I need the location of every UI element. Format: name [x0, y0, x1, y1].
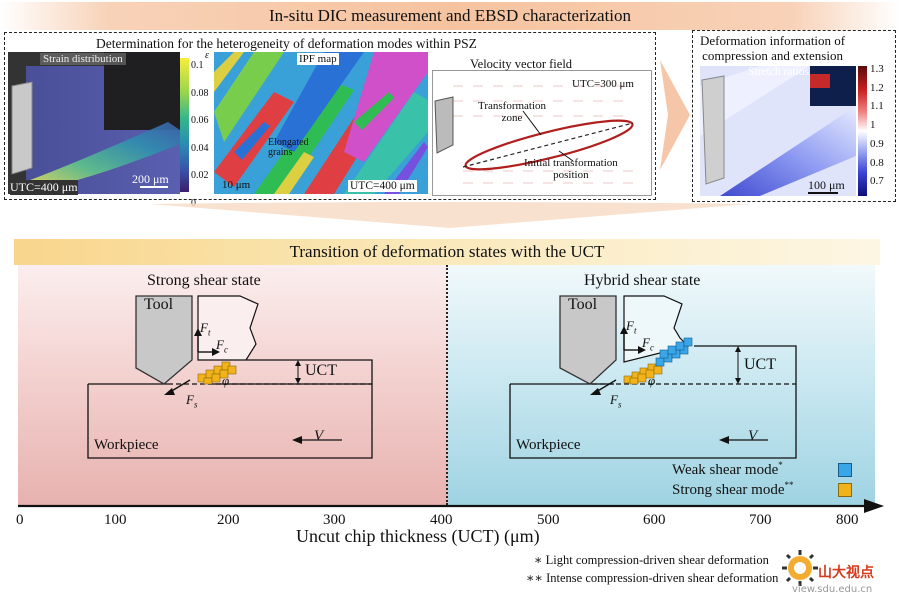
strain-tick: 0.04 [191, 142, 209, 154]
strain-scale-bar [140, 186, 168, 188]
strain-tick: 0.02 [191, 170, 209, 181]
strong-phi-label: φ [222, 373, 230, 388]
strain-colorbar-ticks: 0.1 0.08 0.06 0.04 0.02 0 [191, 52, 209, 217]
flow-arrow-right [660, 60, 690, 170]
hybrid-v-label: V [748, 428, 758, 444]
strong-v-label: V [314, 428, 324, 444]
strong-workpiece-label: Workpiece [94, 437, 159, 453]
top-banner-title: In-situ DIC measurement and EBSD charact… [268, 6, 632, 25]
stretch-ratio-label: Stretch ratios [748, 66, 809, 78]
strain-utc: UTC=400 μm [10, 180, 78, 195]
watermark-logo-icon [782, 550, 818, 586]
ipf-utc: UTC=400 μm [348, 180, 417, 192]
stretch-scale-bar [808, 192, 838, 194]
strain-label: Strain distribution [40, 53, 126, 65]
ipf-scale-text: 10 μm [222, 179, 251, 191]
strain-tick: 0.1 [191, 60, 204, 71]
stretch-tick: 1.2 [870, 81, 884, 94]
axis-tick: 100 [104, 512, 127, 528]
axis-tick: 700 [749, 512, 772, 528]
flow-arrow-down [150, 202, 750, 228]
top-banner: In-situ DIC measurement and EBSD charact… [0, 2, 900, 30]
strong-fc-label: Fc [216, 337, 228, 355]
legend-weak-swatch [838, 463, 852, 477]
strong-uct-label: UCT [305, 362, 337, 379]
axis-tick: 400 [430, 512, 453, 528]
watermark-url: view.sdu.edu.cn [792, 584, 873, 595]
axis-tick: 800 [836, 512, 859, 528]
legend-weak: Weak shear mode* [672, 460, 783, 478]
hybrid-tool-label: Tool [568, 296, 598, 313]
strong-ft-label: Ft [200, 320, 211, 338]
axis-tick: 500 [537, 512, 560, 528]
hybrid-fc-label: Fc [642, 335, 654, 353]
legend-strong-swatch [838, 483, 852, 497]
ipf-label: IPF map [297, 53, 339, 65]
deformation-panel-title: Deformation information of compression a… [700, 33, 846, 63]
strain-tick: 0.08 [191, 87, 209, 99]
velocity-label: Velocity vector field [470, 57, 573, 71]
hybrid-ft-label: Ft [626, 318, 637, 336]
strong-state-diagram [87, 295, 373, 459]
axis-tick: 0 [16, 512, 24, 528]
strong-fs-label: Fs [186, 392, 198, 410]
transition-banner: Transition of deformation states with th… [14, 239, 880, 265]
legend-strong: Strong shear mode** [672, 480, 794, 498]
velocity-field-image [432, 70, 652, 196]
axis-tick: 200 [217, 512, 240, 528]
initial-position-label: Initial transformation position [524, 157, 618, 181]
watermark-name: 山大视点 [818, 565, 874, 581]
stretch-tick: 1 [870, 119, 876, 132]
hybrid-state-title: Hybrid shear state [584, 272, 701, 289]
hybrid-phi-label: φ [648, 373, 656, 388]
strain-scale-text: 200 μm [132, 172, 169, 186]
stretch-ratio-graphic [700, 66, 856, 196]
footnote-two: ∗∗ Intense compression-driven shear defo… [526, 571, 779, 585]
stretch-tick: 1.3 [870, 63, 884, 75]
stretch-colorbar [858, 66, 867, 196]
strain-epsilon: ε [205, 50, 209, 61]
strain-distribution-image [8, 52, 180, 194]
ipf-map-image [214, 52, 428, 194]
stretch-tick: 0.8 [870, 156, 884, 169]
state-divider [446, 265, 448, 505]
stretch-tick: 0.9 [870, 137, 884, 150]
stretch-scale-text: 100 μm [808, 178, 845, 192]
axis-label: Uncut chip thickness (UCT) (μm) [296, 526, 540, 546]
hybrid-uct-label: UCT [744, 356, 776, 373]
stretch-ratio-image [700, 66, 856, 196]
transition-banner-title: Transition of deformation states with th… [289, 242, 605, 261]
axis-tick: 300 [323, 512, 346, 528]
strain-map-graphic [8, 52, 180, 194]
hybrid-fs-label: Fs [610, 392, 622, 410]
stretch-tick: 1.1 [870, 100, 884, 113]
psz-panel [4, 32, 656, 200]
strain-tick: 0.06 [191, 115, 209, 126]
uct-axis [18, 499, 884, 513]
strong-tool-label: Tool [144, 296, 174, 313]
velocity-utc: UTC=300 μm [572, 78, 634, 90]
velocity-field-graphic [434, 85, 634, 184]
hybrid-state-diagram [509, 295, 797, 459]
hybrid-workpiece-label: Workpiece [516, 437, 581, 453]
stretch-colorbar-ticks: 1.3 1.2 1.1 1 0.9 0.8 0.7 [870, 60, 884, 191]
footnote-one: ∗ Light compression-driven shear deforma… [534, 553, 769, 567]
stretch-tick: 0.7 [870, 175, 884, 188]
strain-colorbar [180, 58, 189, 192]
transformation-zone-label: Transformation zone [478, 100, 547, 124]
strong-state-title: Strong shear state [147, 272, 261, 289]
ipf-map-graphic [214, 52, 428, 194]
axis-tick: 600 [643, 512, 666, 528]
ipf-grains-label: Elongated grains [268, 137, 309, 158]
strain-tick: 0 [191, 197, 196, 209]
psz-panel-title: Determination for the heterogeneity of d… [96, 36, 477, 51]
deformation-panel [692, 30, 896, 202]
